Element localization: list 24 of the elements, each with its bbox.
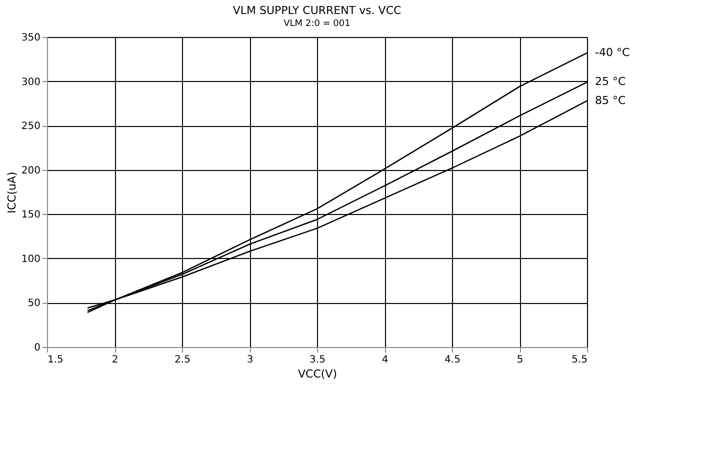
x-tick-label: 4.5 bbox=[444, 354, 460, 366]
x-tick-label: 1.5 bbox=[48, 354, 64, 366]
x-tick-label: 2 bbox=[112, 354, 118, 366]
x-tick-label: 2.5 bbox=[174, 354, 190, 366]
x-tick-label: 3 bbox=[246, 354, 254, 366]
x-tick-label: 5.5 bbox=[572, 354, 588, 366]
y-tick-label: 100 bbox=[21, 254, 40, 265]
chart-subtitle: VLM 2:0 = 001 bbox=[284, 19, 350, 29]
series-label: -40 °C bbox=[595, 46, 630, 59]
x-axis-title: VCC(V) bbox=[298, 368, 337, 380]
y-tick-label: 50 bbox=[28, 298, 40, 310]
chart-title: VLM SUPPLY CURRENT vs. VCC bbox=[232, 4, 402, 17]
x-tick-label: 5 bbox=[516, 354, 524, 366]
y-tick-label: 300 bbox=[21, 76, 40, 88]
y-axis-title: ICC(uA) bbox=[5, 172, 18, 214]
series-label: 85 °C bbox=[595, 94, 626, 107]
x-tick-label: 4 bbox=[382, 354, 388, 366]
series-label: 25 °C bbox=[595, 75, 626, 88]
y-tick-label: 250 bbox=[21, 121, 40, 132]
y-tick-label: 150 bbox=[21, 210, 40, 221]
y-tick-label: 0 bbox=[34, 342, 40, 354]
y-tick-label: 350 bbox=[21, 32, 40, 44]
x-tick-label: 3.5 bbox=[310, 354, 326, 366]
y-tick-label: 200 bbox=[21, 165, 40, 176]
